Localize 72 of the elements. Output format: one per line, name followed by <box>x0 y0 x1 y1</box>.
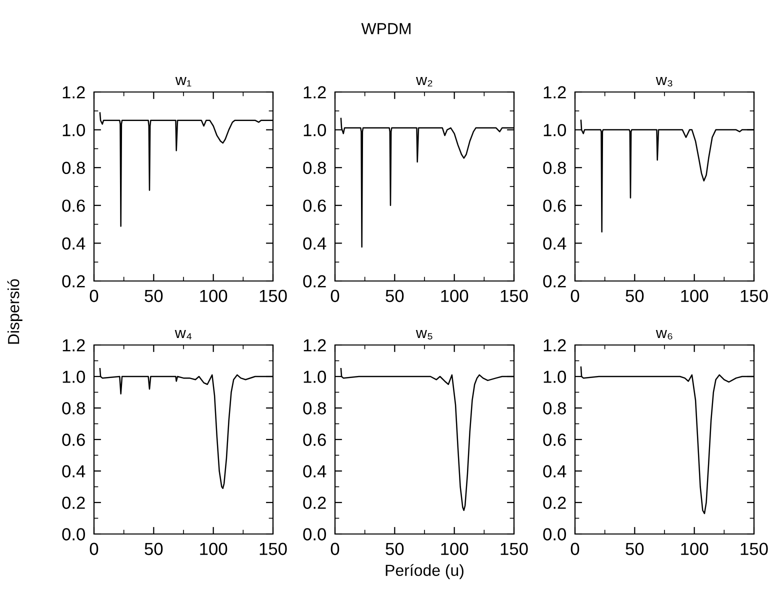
y-tick-label: 1.2 <box>544 86 566 98</box>
y-tick-label: 1.2 <box>304 339 326 352</box>
y-tick-label: 0.8 <box>303 402 326 414</box>
y-tick-label: 0.2 <box>303 496 326 509</box>
x-tick-label: 0 <box>570 290 580 302</box>
x-tick-label: 150 <box>740 290 768 302</box>
text: WPDM <box>361 23 410 34</box>
x-tick-label: 50 <box>386 290 404 302</box>
chart-title: w₁ <box>175 76 192 86</box>
y-tick-label: 0.0 <box>303 528 326 540</box>
chart-title: w₄ <box>174 330 192 340</box>
x-tick-label: 150 <box>260 290 287 302</box>
y-tick-label: 0.0 <box>62 528 85 540</box>
y-tick-label: 1.0 <box>304 370 326 383</box>
x-tick-label: 100 <box>681 542 708 556</box>
x-tick-label: 100 <box>441 542 468 556</box>
y-tick-label: 0.8 <box>543 162 566 174</box>
x-tick-label: 100 <box>441 290 468 302</box>
x-tick-label: 50 <box>626 542 644 556</box>
x-axis-title: Període (u) <box>386 564 464 580</box>
x-tick-label: 50 <box>626 290 644 302</box>
y-axis-title: Dispersió <box>7 279 22 344</box>
y-tick-label: 0.6 <box>303 434 326 446</box>
x-tick-label: 150 <box>260 542 287 556</box>
x-tick-label: 150 <box>500 290 528 302</box>
y-tick-label: 0.0 <box>543 528 566 540</box>
x-tick-label: 0 <box>90 290 98 302</box>
chart-title: w₂ <box>416 76 432 86</box>
y-tick-label: 0.2 <box>62 496 85 509</box>
y-tick-label: 1.0 <box>62 370 85 383</box>
y-tick-label: 0.4 <box>543 237 566 250</box>
y-tick-label: 0.2 <box>543 275 566 288</box>
y-tick-label: 1.2 <box>62 86 85 98</box>
y-tick-label: 0.4 <box>303 465 326 478</box>
y-tick-label: 1.2 <box>304 86 326 98</box>
y-tick-label: 0.6 <box>62 200 85 212</box>
y-tick-label: 0.4 <box>303 237 326 250</box>
x-tick-label: 150 <box>500 542 528 556</box>
y-tick-label: 1.2 <box>62 339 85 352</box>
x-tick-label: 0 <box>330 542 340 556</box>
x-tick-label: 100 <box>200 542 228 556</box>
y-tick-label: 0.6 <box>62 434 85 446</box>
x-tick-label: 0 <box>570 542 580 556</box>
x-tick-label: 50 <box>144 542 163 556</box>
chart-title: w₅ <box>416 330 432 340</box>
y-tick-label: 0.6 <box>303 200 326 212</box>
y-tick-label: 1.2 <box>544 339 566 352</box>
y-tick-label: 0.8 <box>303 162 326 174</box>
y-tick-label: 1.0 <box>544 124 566 136</box>
x-tick-label: 50 <box>144 290 163 302</box>
y-tick-label: 0.6 <box>543 434 566 446</box>
y-tick-label: 0.6 <box>543 200 566 212</box>
x-tick-label: 50 <box>386 542 404 556</box>
x-tick-label: 100 <box>200 290 228 302</box>
x-tick-label: 100 <box>681 290 708 302</box>
y-tick-label: 1.0 <box>62 124 85 136</box>
y-tick-label: 0.2 <box>303 275 326 288</box>
y-tick-label: 0.8 <box>62 402 85 414</box>
y-tick-label: 0.2 <box>543 496 566 509</box>
y-tick-label: 0.4 <box>543 465 566 478</box>
y-tick-label: 0.8 <box>62 162 85 174</box>
y-tick-label: 0.2 <box>62 275 85 288</box>
chart-title: w₃ <box>656 76 672 86</box>
y-tick-label: 1.0 <box>304 124 326 136</box>
y-tick-label: 0.4 <box>62 237 86 250</box>
x-tick-label: 150 <box>740 542 768 556</box>
y-tick-label: 1.0 <box>544 370 566 383</box>
x-tick-label: 0 <box>90 542 98 556</box>
y-tick-label: 0.4 <box>62 465 86 478</box>
x-tick-label: 0 <box>330 290 340 302</box>
y-tick-label: 0.8 <box>543 402 566 414</box>
chart-title: w₆ <box>656 330 672 340</box>
